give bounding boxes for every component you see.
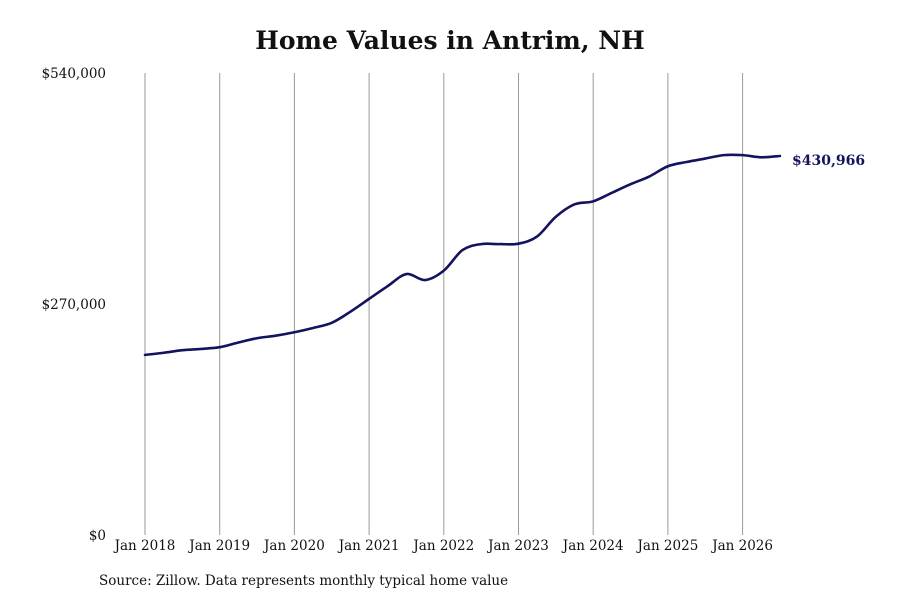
x-tick-label: Jan 2024 bbox=[561, 538, 624, 554]
x-axis-ticks: Jan 2018 Jan 2019 Jan 2020 Jan 2021 Jan 2022… bbox=[113, 538, 773, 554]
chart-title: Home Values in Antrim, NH bbox=[255, 26, 645, 55]
x-tick-label: Jan 2026 bbox=[710, 538, 773, 554]
x-tick-label: Jan 2025 bbox=[635, 538, 698, 554]
y-tick-label: $540,000 bbox=[42, 66, 106, 82]
x-tick-label: Jan 2018 bbox=[113, 538, 176, 554]
x-tick-label: Jan 2022 bbox=[411, 538, 474, 554]
y-tick-label: $270,000 bbox=[42, 297, 106, 313]
x-tick-label: Jan 2020 bbox=[262, 538, 325, 554]
series-line bbox=[143, 153, 782, 357]
x-tick-label: Jan 2023 bbox=[486, 538, 549, 554]
grid-lines bbox=[144, 73, 744, 535]
y-tick-label: $0 bbox=[89, 528, 106, 544]
y-axis-ticks: $0 $270,000 $540,000 bbox=[42, 66, 106, 544]
source-note: Source: Zillow. Data represents monthly … bbox=[99, 573, 509, 589]
x-tick-label: Jan 2019 bbox=[187, 538, 250, 554]
end-value-label: $430,966 bbox=[792, 153, 865, 169]
series-layer bbox=[143, 153, 782, 357]
x-tick-label: Jan 2021 bbox=[337, 538, 400, 554]
